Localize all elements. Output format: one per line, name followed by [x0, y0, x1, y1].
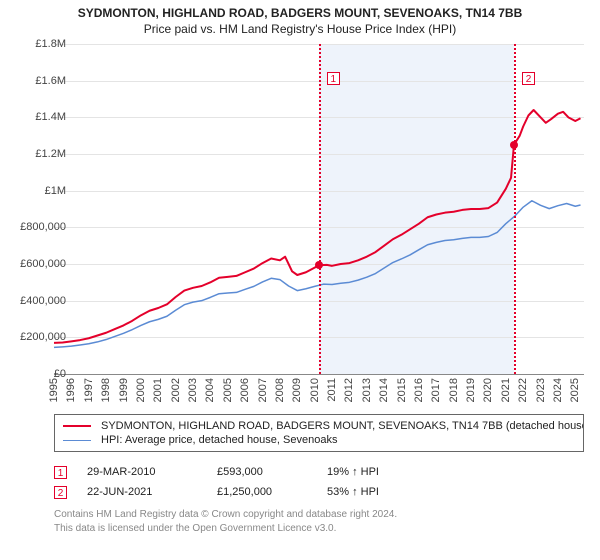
legend-swatch	[63, 440, 91, 441]
title-block: SYDMONTON, HIGHLAND ROAD, BADGERS MOUNT,…	[0, 0, 600, 36]
sale-index-box: 1	[54, 466, 67, 479]
series-hpi	[54, 201, 581, 348]
x-axis-label: 2016	[413, 378, 425, 402]
x-axis-label: 2022	[517, 378, 529, 402]
legend-label: SYDMONTON, HIGHLAND ROAD, BADGERS MOUNT,…	[101, 420, 584, 432]
title-line2: Price paid vs. HM Land Registry's House …	[0, 22, 600, 36]
footer-line2: This data is licensed under the Open Gov…	[54, 522, 584, 536]
chart-area: 12	[54, 44, 584, 375]
y-axis-label: £1.6M	[18, 75, 66, 87]
sales-block: 1 29-MAR-2010£593,00019% ↑ HPI 2 22-JUN-202…	[54, 462, 584, 502]
sale-marker-1: 1	[327, 72, 340, 85]
x-axis-label: 2014	[378, 378, 390, 402]
legend-swatch	[63, 425, 91, 427]
sale-row-2: 2 22-JUN-2021£1,250,00053% ↑ HPI	[54, 482, 584, 502]
x-axis-label: 2010	[309, 378, 321, 402]
sale-marker-2: 2	[522, 72, 535, 85]
sale-delta: 19% ↑ HPI	[327, 466, 487, 478]
y-axis-label: £1.2M	[18, 148, 66, 160]
sale-row-1: 1 29-MAR-2010£593,00019% ↑ HPI	[54, 462, 584, 482]
chart-container: SYDMONTON, HIGHLAND ROAD, BADGERS MOUNT,…	[0, 0, 600, 560]
x-axis-label: 2020	[482, 378, 494, 402]
x-axis-label: 2007	[257, 378, 269, 402]
x-axis-label: 2005	[222, 378, 234, 402]
x-axis-label: 2003	[187, 378, 199, 402]
sale-vline	[319, 44, 321, 374]
x-axis-label: 1997	[83, 378, 95, 402]
x-axis-label: 2001	[152, 378, 164, 402]
x-axis-label: 2025	[569, 378, 581, 402]
x-axis-label: 2021	[500, 378, 512, 402]
legend-label: HPI: Average price, detached house, Seve…	[101, 434, 337, 446]
legend-box: SYDMONTON, HIGHLAND ROAD, BADGERS MOUNT,…	[54, 414, 584, 452]
x-axis-label: 1996	[65, 378, 77, 402]
x-axis-label: 2006	[239, 378, 251, 402]
x-axis-label: 2018	[448, 378, 460, 402]
footer: Contains HM Land Registry data © Crown c…	[54, 508, 584, 535]
y-axis-label: £1.4M	[18, 111, 66, 123]
y-axis-label: £400,000	[18, 295, 66, 307]
legend-row-property: SYDMONTON, HIGHLAND ROAD, BADGERS MOUNT,…	[63, 419, 575, 433]
x-axis-label: 1998	[100, 378, 112, 402]
x-axis-label: 2011	[326, 378, 338, 402]
x-axis-label: 2009	[291, 378, 303, 402]
x-axis-label: 2017	[430, 378, 442, 402]
x-axis-label: 2015	[396, 378, 408, 402]
x-axis-label: 2024	[552, 378, 564, 402]
y-axis-label: £1M	[18, 185, 66, 197]
sale-vline	[514, 44, 516, 374]
sale-date: 22-JUN-2021	[87, 486, 217, 498]
sale-dot-1	[315, 261, 323, 269]
series-property	[54, 110, 581, 343]
y-axis-label: £200,000	[18, 331, 66, 343]
sale-price: £593,000	[217, 466, 327, 478]
x-axis-label: 2004	[204, 378, 216, 402]
sale-date: 29-MAR-2010	[87, 466, 217, 478]
sale-index-box: 2	[54, 486, 67, 499]
footer-line1: Contains HM Land Registry data © Crown c…	[54, 508, 584, 522]
sale-dot-2	[510, 141, 518, 149]
x-axis-label: 1999	[118, 378, 130, 402]
x-axis-label: 2002	[170, 378, 182, 402]
x-axis-label: 2019	[465, 378, 477, 402]
x-axis-label: 1995	[48, 378, 60, 402]
x-axis-label: 2000	[135, 378, 147, 402]
x-axis-label: 2023	[535, 378, 547, 402]
title-line1: SYDMONTON, HIGHLAND ROAD, BADGERS MOUNT,…	[0, 6, 600, 20]
sale-delta: 53% ↑ HPI	[327, 486, 487, 498]
x-axis-label: 2012	[343, 378, 355, 402]
y-axis-label: £1.8M	[18, 38, 66, 50]
sale-price: £1,250,000	[217, 486, 327, 498]
x-axis-label: 2008	[274, 378, 286, 402]
y-axis-label: £800,000	[18, 221, 66, 233]
y-axis-label: £600,000	[18, 258, 66, 270]
legend-row-hpi: HPI: Average price, detached house, Seve…	[63, 433, 575, 447]
x-axis-label: 2013	[361, 378, 373, 402]
